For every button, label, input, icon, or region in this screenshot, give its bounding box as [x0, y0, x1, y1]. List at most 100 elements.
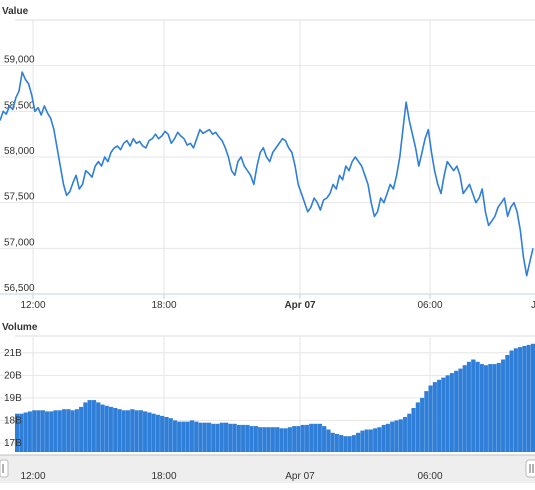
volume-y-axis: 17B 18B 19B 20B 21B: [4, 348, 22, 449]
volume-bar: [317, 423, 323, 452]
volume-bar: [449, 373, 455, 452]
volume-bar: [125, 410, 131, 452]
volume-bar: [36, 410, 41, 452]
value-x-tick-label: Apr 07: [284, 300, 316, 311]
volume-bar: [419, 397, 425, 452]
volume-bar: [364, 429, 369, 452]
value-pane: Value 56,500 57,000 57,500 58,000 58,500 59,0…: [0, 6, 535, 311]
volume-bar: [117, 409, 122, 452]
navigator[interactable]: 12:00 18:00 Apr 07 06:00: [0, 454, 535, 483]
volume-bar: [483, 365, 489, 452]
volume-bar: [130, 409, 135, 452]
volume-bar: [360, 430, 365, 452]
volume-bar: [466, 361, 472, 452]
volume-bar: [321, 426, 327, 452]
volume-bar: [66, 409, 71, 452]
volume-bar: [206, 422, 212, 452]
volume-bar: [266, 427, 271, 452]
value-y-axis: 56,500 57,000 57,500 58,000 58,500 59,000: [4, 55, 35, 294]
volume-bar: [475, 361, 480, 452]
volume-bar: [381, 424, 386, 452]
navigator-x-label: 12:00: [20, 471, 45, 482]
volume-bar: [83, 402, 88, 452]
volume-bar: [245, 424, 250, 452]
volume-bar: [240, 424, 246, 452]
volume-bar: [428, 385, 433, 452]
navigator-x-label: Apr 07: [285, 471, 315, 482]
volume-bar: [134, 410, 139, 452]
volume-bar: [326, 429, 331, 452]
volume-bar: [44, 411, 50, 452]
volume-y-tick-label: 19B: [4, 393, 22, 404]
value-series: [0, 71, 534, 277]
volume-bar: [211, 423, 216, 452]
volume-bar: [49, 411, 54, 452]
volume-bar: [283, 428, 288, 452]
volume-bar: [441, 377, 446, 452]
volume-bar: [147, 412, 152, 452]
navigator-right-handle[interactable]: [525, 459, 535, 478]
value-y-tick-label: 57,500: [4, 192, 35, 203]
value-y-tick-label: 57,000: [4, 237, 35, 248]
navigator-x-label: 06:00: [417, 471, 442, 482]
volume-pane-title: Volume: [2, 322, 38, 333]
volume-bar: [432, 382, 438, 452]
value-y-tick-label: 58,000: [4, 146, 35, 157]
navigator-left-handle[interactable]: [0, 459, 9, 478]
volume-bar: [458, 368, 463, 452]
volume-bar: [343, 436, 348, 452]
value-x-tick-label-clipped: J: [531, 300, 535, 311]
volume-bar: [334, 434, 340, 452]
volume-bar: [509, 350, 514, 452]
volume-bar: [151, 413, 156, 452]
value-y-tick-label: 56,500: [4, 283, 35, 294]
volume-bar: [215, 423, 220, 452]
volume-bar: [407, 413, 412, 452]
volume-bar: [313, 423, 318, 452]
volume-bar: [402, 417, 408, 452]
navigator-background: [0, 455, 535, 483]
volume-bar: [78, 406, 84, 452]
volume-bar: [142, 411, 148, 452]
navigator-x-label: 18:00: [151, 471, 176, 482]
volume-bar: [27, 411, 33, 452]
volume-bar: [462, 365, 467, 452]
volume-bar: [424, 391, 429, 452]
volume-bar: [202, 422, 207, 452]
value-pane-title: Value: [2, 6, 29, 17]
volume-pane: Volume 17B 18B 19B 20B 21B: [0, 322, 535, 452]
volume-bar: [347, 436, 352, 452]
volume-bar: [368, 429, 374, 452]
volume-bar: [223, 422, 229, 452]
volume-bar: [505, 355, 510, 452]
value-y-tick-label: 59,000: [4, 55, 35, 66]
volume-bar: [181, 421, 186, 452]
volume-bar: [113, 408, 118, 452]
volume-bar: [471, 359, 476, 452]
value-x-tick-label: 12:00: [20, 300, 45, 311]
volume-bar: [522, 346, 527, 452]
volume-bar: [155, 414, 161, 452]
volume-bar: [373, 428, 378, 452]
volume-bar: [398, 419, 404, 452]
volume-bar: [194, 421, 199, 452]
volume-bar: [91, 400, 97, 452]
volume-bar: [219, 422, 224, 452]
volume-bar: [309, 423, 314, 452]
volume-bar: [394, 420, 399, 452]
volume-bar: [351, 435, 357, 452]
volume-bar: [253, 426, 259, 452]
value-y-tick-label: 58,500: [4, 100, 35, 111]
volume-bar: [488, 364, 493, 452]
volume-bar: [232, 423, 237, 452]
volume-bar: [95, 402, 101, 452]
volume-bar: [530, 343, 535, 452]
volume-bar: [279, 428, 284, 452]
volume-bar: [492, 364, 497, 452]
value-x-tick-label: 06:00: [417, 300, 442, 311]
volume-bar: [436, 379, 442, 452]
volume-bar: [296, 426, 301, 452]
volume-y-tick-label: 18B: [4, 415, 22, 426]
volume-bar: [236, 424, 242, 452]
